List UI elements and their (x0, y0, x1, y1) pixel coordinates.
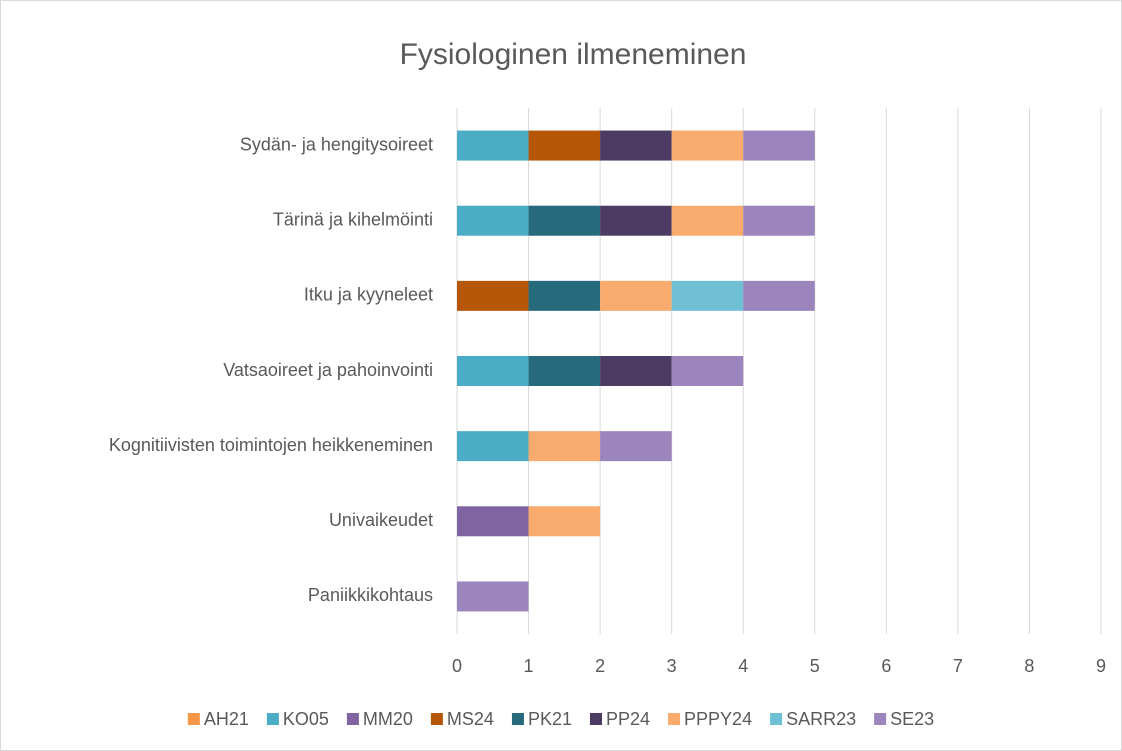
bar-segment (671, 280, 744, 311)
bar-segment (457, 280, 529, 311)
bar-segment (600, 356, 672, 386)
x-tick-label: 0 (452, 656, 462, 676)
legend-swatch (874, 713, 887, 725)
bar-segment (671, 130, 744, 161)
bar-segment (528, 356, 601, 386)
bar-segment (528, 506, 601, 537)
bar-segment (457, 205, 529, 236)
legend-label: MM20 (363, 709, 413, 729)
y-tick-label: Vatsaoireet ja pahoinvointi (223, 360, 433, 380)
bar-segment (457, 356, 529, 386)
x-tick-label: 6 (881, 656, 891, 676)
x-tick-label: 4 (738, 656, 748, 676)
x-tick-label: 8 (1024, 656, 1034, 676)
y-tick-label: Kognitiivisten toimintojen heikkeneminen (109, 435, 433, 455)
legend-swatch (668, 713, 681, 725)
legend-swatch (266, 713, 279, 725)
y-tick-label: Paniikkikohtaus (308, 585, 433, 605)
bar-segment (457, 506, 529, 537)
legend-swatch (187, 713, 200, 725)
legend-label: SARR23 (786, 709, 856, 729)
legend-label: KO05 (283, 709, 329, 729)
bar-segment (528, 205, 601, 236)
legend-label: PP24 (606, 709, 650, 729)
legend-swatch (589, 713, 602, 725)
chart-title: Fysiologinen ilmeneminen (400, 38, 747, 71)
x-tick-label: 3 (667, 656, 677, 676)
y-tick-label: Tärinä ja kihelmöinti (273, 209, 433, 229)
bar-segment (743, 280, 815, 311)
legend-label: SE23 (890, 709, 934, 729)
legend-label: PK21 (528, 709, 572, 729)
bar-segment (600, 205, 672, 236)
legend-swatch (511, 713, 524, 725)
bar-segment (671, 205, 744, 236)
x-tick-label: 1 (524, 656, 534, 676)
y-tick-label: Sydän- ja hengitysoireet (240, 134, 433, 154)
legend-label: MS24 (447, 709, 494, 729)
bar-segment (600, 130, 672, 161)
legend-swatch (346, 713, 359, 725)
legend-swatch (430, 713, 443, 725)
legend-label: AH21 (204, 709, 249, 729)
bar-segment (671, 356, 744, 386)
bar-segment (528, 431, 601, 462)
bar-segment (457, 431, 529, 462)
legend-label: PPPY24 (684, 709, 752, 729)
bar-segment (457, 130, 529, 161)
x-tick-label: 7 (953, 656, 963, 676)
legend-swatch (770, 713, 783, 725)
x-tick-label: 9 (1096, 656, 1106, 676)
bar-segment (743, 205, 815, 236)
bar-segment (600, 431, 672, 462)
x-tick-label: 5 (810, 656, 820, 676)
y-tick-label: Itku ja kyyneleet (304, 285, 433, 305)
bar-segment (457, 581, 529, 612)
y-tick-label: Univaikeudet (329, 510, 433, 530)
bar-segment (528, 280, 601, 311)
bar-segment (743, 130, 815, 161)
bar-segment (600, 280, 672, 311)
bar-segment (528, 130, 601, 161)
x-tick-label: 2 (595, 656, 605, 676)
